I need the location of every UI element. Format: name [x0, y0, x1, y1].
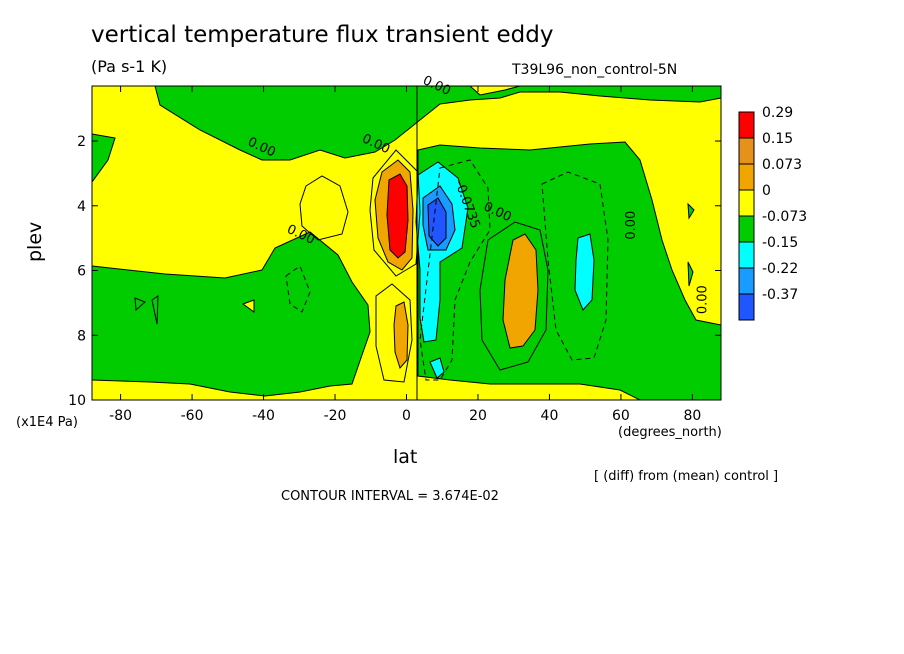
colorbar-label: -0.37: [762, 287, 798, 303]
y-tick-label: 8: [77, 328, 86, 344]
cyan-core-right: [574, 233, 595, 311]
small-green-3: [687, 202, 695, 220]
colorbar-swatch: [738, 111, 755, 139]
x-tick-label: 60: [612, 408, 630, 424]
x-axis: -80 -60 -40 -20 0 20 40 60 80: [109, 86, 701, 424]
colorbar-label: 0.073: [762, 157, 802, 173]
colorbar-swatch: [738, 293, 755, 321]
contour-pos-right: [479, 221, 549, 371]
colorbar-label: 0: [762, 183, 771, 199]
contour-interval: CONTOUR INTERVAL = 3.674E-02: [281, 489, 499, 504]
colorbar-label: -0.073: [762, 209, 807, 225]
green-top-band: [154, 86, 721, 161]
colorbar-swatch: [738, 267, 755, 295]
chart-title: vertical temperature flux transient eddy: [91, 22, 554, 48]
dashed-contours: [285, 159, 609, 381]
dashed-neg-left: [285, 265, 311, 313]
run-name: T39L96_non_control-5N: [512, 62, 678, 78]
colorbar-label: -0.22: [762, 261, 798, 277]
cyan-spot-lower: [429, 357, 445, 379]
small-features: [134, 202, 695, 325]
orange-lower-left: [393, 301, 409, 370]
thin-contours: [299, 149, 549, 383]
x-axis-unit: (degrees_north): [618, 425, 722, 440]
colorbar-swatch: [738, 137, 755, 165]
orange-core-right: [502, 233, 539, 349]
y-tick-label: 2: [77, 134, 86, 150]
red-core-left: [386, 173, 409, 259]
dashed-neg-center: [419, 159, 491, 381]
x-tick-label: 0: [402, 408, 411, 424]
x-tick-label: -40: [252, 408, 275, 424]
green-left-top: [92, 133, 116, 183]
colorbar-swatch: [738, 215, 755, 243]
contour-label: 0.00: [624, 211, 639, 240]
x-tick-label: 80: [683, 408, 701, 424]
positive-cores: [374, 159, 539, 370]
y-axis-unit: (x1E4 Pa): [16, 415, 78, 430]
y-tick-label: 6: [77, 264, 86, 280]
x-tick-label: 40: [541, 408, 559, 424]
colorbar-label: 0.29: [762, 105, 793, 121]
small-green-1: [134, 297, 146, 312]
plot-area: [92, 86, 721, 400]
contour-pos-left: [299, 175, 349, 241]
colorbar-swatch: [738, 189, 755, 217]
colorbar: 0.29 0.15 0.073 0 -0.073 -0.15 -0.22 -0.37: [738, 105, 807, 321]
small-green-2: [151, 295, 159, 325]
x-tick-label: -20: [324, 408, 347, 424]
x-tick-label: -80: [109, 408, 132, 424]
colorbar-label: 0.15: [762, 131, 793, 147]
green-right-main: [417, 141, 721, 400]
green-regions: [92, 86, 721, 400]
small-green-4: [687, 261, 694, 287]
x-axis-label: lat: [393, 446, 418, 468]
chart-units: (Pa s-1 K): [91, 57, 168, 76]
contour-around-left-core: [369, 149, 421, 277]
green-left-mid: [92, 231, 371, 397]
colorbar-label: -0.15: [762, 235, 798, 251]
small-yellow-1: [241, 299, 255, 313]
y-tick-label: 4: [77, 199, 86, 215]
y-axis: 2 4 6 8 10: [68, 134, 721, 409]
x-tick-label: -60: [181, 408, 204, 424]
contour-pos-center-lower: [375, 283, 413, 383]
y-tick-label: 10: [68, 393, 86, 409]
dashed-neg-right: [541, 171, 609, 361]
colorbar-swatch: [738, 241, 755, 269]
x-tick-label: 20: [469, 408, 487, 424]
contour-label: 0.00: [696, 285, 711, 314]
diff-note: [ (diff) from (mean) control ]: [594, 469, 779, 484]
negative-cores: [415, 161, 595, 379]
blue-deep-core: [427, 197, 447, 247]
colorbar-swatch: [738, 163, 755, 191]
